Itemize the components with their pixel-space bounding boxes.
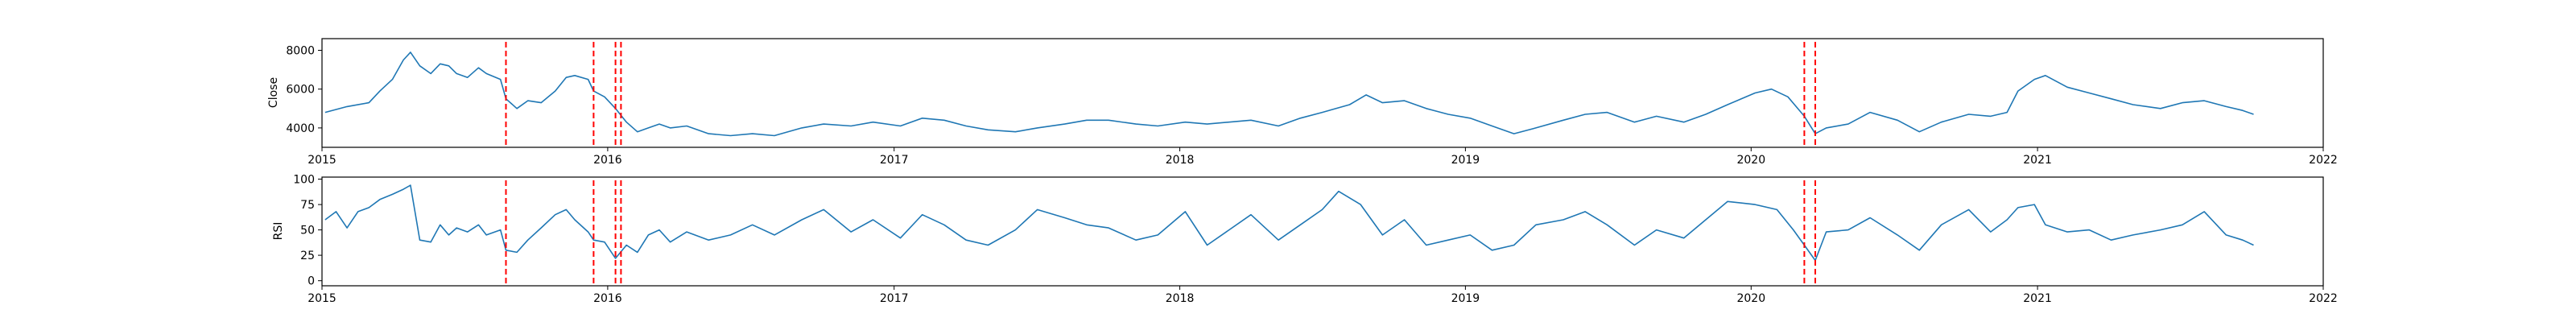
rsi-plot-area (324, 180, 2254, 284)
close-x-tick-label: 2022 (2309, 154, 2338, 167)
close-y-axis-label: Close (267, 77, 280, 108)
rsi-y-tick-label: 50 (300, 225, 315, 237)
close-y-tick-label: 6000 (286, 84, 315, 97)
close-series-line (324, 52, 2254, 137)
close-plot-area (324, 42, 2254, 146)
close-x-tick-label: 2016 (593, 154, 622, 167)
rsi-x-tick-label: 2020 (1736, 292, 1765, 305)
close-axes-frame (321, 38, 2324, 148)
rsi-axes-frame (321, 176, 2324, 287)
close-x-tick-label: 2021 (2023, 154, 2052, 167)
rsi-x-tick-label: 2017 (880, 292, 909, 305)
close-x-tick-label: 2018 (1166, 154, 1195, 167)
rsi-x-tick-label: 2021 (2023, 292, 2052, 305)
rsi-y-tick-label: 100 (293, 174, 315, 187)
rsi-x-tick-label: 2019 (1451, 292, 1480, 305)
rsi-panel: RSI 2015 2016 2017 2018 2019 2020 2021 2022 0 25 5… (272, 174, 2338, 306)
rsi-x-tick-label: 2015 (308, 292, 336, 305)
close-panel: Close 2015 2016 2017 2018 2019 2020 2021 2022 40… (267, 38, 2338, 167)
rsi-y-axis-label: RSI (272, 222, 285, 241)
rsi-series-line (324, 184, 2254, 262)
close-x-tick-label: 2019 (1451, 154, 1480, 167)
close-x-tick-label: 2020 (1736, 154, 1765, 167)
close-x-tick-label: 2017 (880, 154, 909, 167)
close-y-tick-label: 8000 (286, 45, 315, 58)
rsi-y-tick-label: 75 (300, 199, 315, 212)
rsi-y-tick-label: 25 (300, 250, 315, 262)
rsi-x-tick-label: 2022 (2309, 292, 2338, 305)
rsi-y-tick-label: 0 (308, 275, 315, 288)
close-x-tick-label: 2015 (308, 154, 336, 167)
rsi-x-tick-label: 2016 (593, 292, 622, 305)
close-y-tick-label: 4000 (286, 122, 315, 135)
rsi-x-tick-label: 2018 (1166, 292, 1195, 305)
